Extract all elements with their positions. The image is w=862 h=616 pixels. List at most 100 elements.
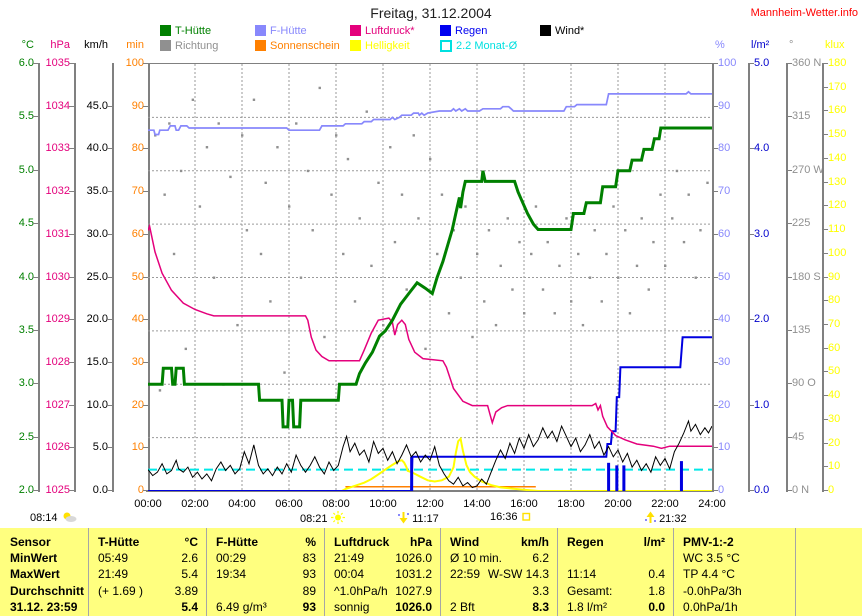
wind-direction-dot: [306, 169, 310, 173]
x-tick-label: 02:00: [181, 498, 209, 510]
axis-tick-mark: [143, 105, 148, 107]
wind-direction-dot: [154, 134, 157, 137]
table-header-row: F-Hütte%: [206, 534, 324, 550]
table-cell: 83: [302, 551, 316, 566]
table-column-divider: [673, 528, 674, 616]
wind-direction-dot: [511, 288, 514, 291]
table-row: 5.4: [88, 599, 206, 615]
table-column: PMV-1:-2 WC 3.5 °C TP 4.4 °C -0.0hPa/3h 0.0h…: [673, 528, 795, 616]
table-column: Wind km/h Ø 10 min. 6.2 22:59 W-SW 14.3 3.3 2 B…: [440, 528, 557, 616]
table-cell: WC 3.5 °C: [683, 551, 740, 566]
table-cell: 0.4: [648, 567, 665, 582]
wind-direction-dot: [358, 217, 361, 220]
axis-tick-label: 0: [718, 484, 725, 496]
axis-tick-mark: [823, 466, 828, 468]
axis-tick-mark: [107, 319, 112, 321]
axis-tick-label: 0: [828, 484, 835, 496]
table-cell: 11:14: [567, 567, 597, 582]
table-row: -0.0hPa/3h: [673, 583, 795, 599]
axis-tick-mark: [823, 323, 828, 325]
axis-tick-mark: [823, 490, 828, 491]
wind-direction-dot: [229, 175, 232, 179]
axis-tick-mark: [69, 233, 74, 235]
legend-item: Wind*: [540, 25, 584, 38]
table-row: Ø 10 min. 6.2: [440, 550, 557, 566]
legend-swatch-icon: [440, 25, 451, 36]
wind-direction-dot: [494, 323, 498, 327]
axis-tick-mark: [823, 63, 828, 64]
axis-tick-mark: [823, 371, 828, 373]
axis-tick-label: 0 N: [792, 484, 810, 496]
wind-direction-dot: [553, 312, 556, 315]
wind-direction-dot: [393, 240, 397, 244]
axis-tick-mark: [69, 447, 74, 449]
table-row: 00:04 1031.2: [324, 566, 440, 582]
sunrise-time-label: 08:21: [300, 513, 328, 525]
table-column-divider: [795, 528, 796, 616]
x-axis-line: [146, 490, 714, 492]
axis-tick-mark: [69, 490, 74, 491]
axis-tick-label: 90: [718, 99, 731, 112]
axis-tick-mark: [823, 252, 828, 254]
table-cell: 2.6: [181, 551, 198, 566]
wind-direction-dot: [628, 312, 632, 315]
wind-direction-dot: [382, 323, 385, 327]
axis-tick-mark: [107, 233, 112, 235]
site-link[interactable]: Mannheim-Wetter.info: [750, 7, 858, 19]
axis-tick-label: 135: [792, 323, 811, 336]
axis-tick-label: 1032: [45, 185, 70, 198]
table-header-row: T-Hütte °C: [88, 534, 206, 550]
sunset-time-label: 16:36: [490, 511, 518, 523]
axis-tick-label: 5.0: [754, 57, 770, 69]
axis-tick-label: 1030: [45, 270, 70, 283]
series-luftdruck: [147, 223, 712, 450]
axis-tick-mark: [107, 447, 112, 449]
axis-tick-label: 3.0: [754, 227, 770, 240]
table-row: WC 3.5 °C: [673, 550, 795, 566]
rain-bar: [607, 462, 611, 491]
axis-tick-label: 1029: [45, 313, 70, 326]
wind-direction-dot: [687, 193, 690, 196]
temperature-axis-unit: °C: [21, 39, 34, 51]
axis-tick-label: 150: [828, 128, 847, 141]
brightness-axis-unit: klux: [825, 39, 845, 51]
axis-tick-label: 100: [828, 246, 847, 259]
axis-tick-label: 60: [131, 227, 144, 240]
table-column: Luftdruck hPa 21:49 1026.0 00:04 1031.2 ^1.0hP…: [324, 528, 440, 616]
axis-tick-label: 40: [718, 313, 731, 326]
table-row: MinWert: [0, 550, 88, 566]
axis-tick-label: 3.0: [18, 377, 34, 390]
table-header-row: [795, 534, 862, 550]
axis-tick-label: 1026: [45, 441, 70, 454]
axis-tick-mark: [787, 490, 792, 491]
wind-direction-dot: [577, 252, 580, 256]
axis-tick-label: 225: [792, 217, 811, 230]
wind-direction-dot: [184, 347, 187, 351]
axis-tick-label: 2.0: [18, 484, 34, 496]
table-column: Sensor MinWert MaxWert Durchschnitt 31.12. 2…: [0, 528, 88, 616]
table-cell: MaxWert: [10, 567, 60, 582]
axis-tick-mark: [749, 148, 754, 150]
axis-tick-mark: [69, 361, 74, 363]
moonset-icon: [398, 512, 409, 524]
axis-tick-label: 270 W: [792, 163, 824, 176]
table-column-divider: [440, 528, 441, 616]
wind-direction-dot: [217, 122, 220, 125]
table-cell: °C: [184, 535, 198, 549]
axis-tick-mark: [69, 319, 74, 321]
wind-direction-dot: [534, 205, 538, 208]
axis-tick-mark: [787, 329, 792, 331]
axis-tick-mark: [33, 169, 38, 171]
axis-tick-label: 120: [828, 199, 847, 212]
axis-tick-mark: [33, 383, 38, 385]
table-row: 89: [206, 583, 324, 599]
legend-item: Luftdruck*: [350, 25, 415, 38]
axis-tick-mark: [69, 63, 74, 64]
axis-tick-label: 0.0: [92, 484, 108, 496]
table-cell: Luftdruck: [334, 535, 390, 549]
axis-tick-mark: [107, 404, 112, 406]
axis-tick-label: 180 S: [792, 270, 821, 283]
legend-item: Richtung: [160, 40, 218, 53]
table-cell: km/h: [520, 535, 549, 549]
axis-tick-label: 160: [828, 104, 847, 117]
